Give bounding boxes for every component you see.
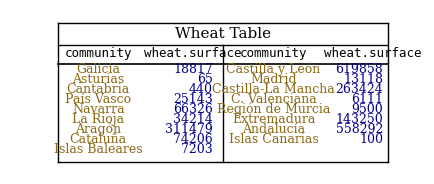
Text: 311479: 311479: [164, 123, 212, 136]
Text: La Rioja: La Rioja: [72, 113, 124, 126]
Text: 13118: 13118: [342, 73, 382, 86]
Text: 34214: 34214: [173, 113, 212, 126]
Text: Extremadura: Extremadura: [231, 113, 315, 126]
Text: Castilla-La Mancha: Castilla-La Mancha: [212, 83, 334, 96]
Text: 7203: 7203: [181, 143, 212, 156]
Text: wheat.surface: wheat.surface: [323, 47, 421, 61]
Text: Islas Canarias: Islas Canarias: [228, 133, 318, 146]
Text: 100: 100: [358, 133, 382, 146]
Text: 440: 440: [188, 83, 212, 96]
Text: community: community: [64, 47, 132, 61]
Text: Navarra: Navarra: [72, 103, 124, 116]
Text: Madrid: Madrid: [250, 73, 296, 86]
Text: 66326: 66326: [173, 103, 212, 116]
Text: 6111: 6111: [350, 93, 382, 106]
Text: 263424: 263424: [335, 83, 382, 96]
Text: Asturias: Asturias: [72, 73, 124, 86]
Text: Wheat Table: Wheat Table: [174, 27, 270, 41]
Text: 619858: 619858: [335, 63, 382, 76]
Text: 9500: 9500: [351, 103, 382, 116]
Text: community: community: [239, 47, 306, 61]
Text: 25143: 25143: [173, 93, 212, 106]
Text: 65: 65: [197, 73, 212, 86]
Text: País Vasco: País Vasco: [65, 93, 131, 106]
Text: Cantabria: Cantabria: [66, 83, 129, 96]
Text: 74206: 74206: [173, 133, 212, 146]
Text: Cataluña: Cataluña: [69, 133, 126, 146]
Text: 558292: 558292: [335, 123, 382, 136]
Text: 143250: 143250: [335, 113, 382, 126]
Text: Galicia: Galicia: [76, 63, 120, 76]
Text: wheat.surface: wheat.surface: [144, 47, 241, 61]
Text: Andalucía: Andalucía: [241, 123, 304, 136]
Text: Castilla y León: Castilla y León: [226, 63, 320, 76]
Text: 18817: 18817: [173, 63, 212, 76]
Text: Islas Baleares: Islas Baleares: [54, 143, 142, 156]
Text: Aragón: Aragón: [75, 123, 121, 136]
Text: C. Valenciana: C. Valenciana: [230, 93, 316, 106]
Text: Región de Murcia: Región de Murcia: [216, 103, 329, 116]
